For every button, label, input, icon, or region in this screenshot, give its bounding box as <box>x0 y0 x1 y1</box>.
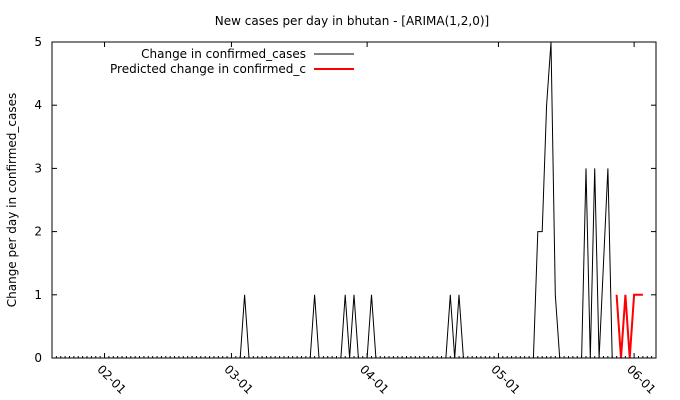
legend-label-predicted: Predicted change in confirmed_c <box>110 62 306 76</box>
legend: Change in confirmed_cases Predicted chan… <box>110 47 354 76</box>
y-tick-label: 2 <box>34 225 42 239</box>
y-tick-label: 1 <box>34 288 42 302</box>
plot-border <box>51 41 657 359</box>
y-tick-label: 5 <box>34 35 42 49</box>
legend-label-actual: Change in confirmed_cases <box>141 47 306 61</box>
y-axis-label: Change per day in confirmed_cases <box>5 93 19 308</box>
y-tick-label: 0 <box>34 351 42 365</box>
y-tick-label: 4 <box>34 98 42 112</box>
y-tick-label: 3 <box>34 161 42 175</box>
chart-title: New cases per day in bhutan - [ARIMA(1,2… <box>215 14 489 28</box>
